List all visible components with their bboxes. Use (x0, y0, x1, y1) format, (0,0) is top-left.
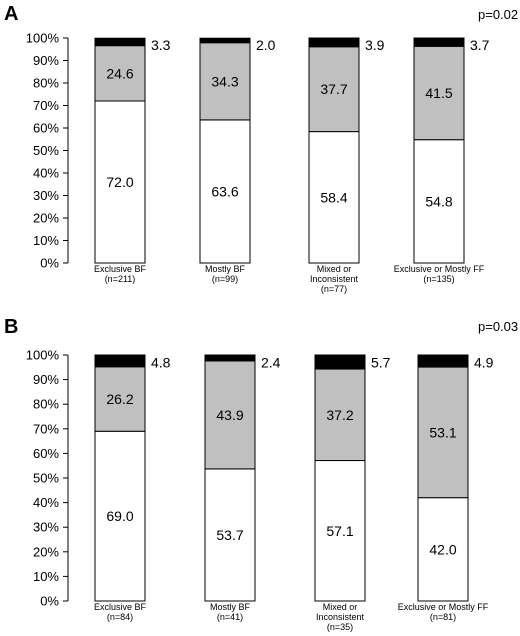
bar-segment (94, 100, 146, 264)
bar-segment (417, 497, 469, 602)
y-tick-label: 100% (26, 31, 60, 46)
data-label: 63.6 (211, 183, 238, 199)
category-label: (n=77) (321, 284, 347, 294)
p-value: p=0.02 (478, 7, 518, 22)
data-label-top: 2.4 (261, 354, 281, 370)
y-tick-label: 50% (33, 471, 59, 486)
category-label: (n=35) (327, 622, 353, 632)
y-tick-label: 90% (33, 372, 59, 387)
bar-segment (94, 366, 146, 432)
category-label: Mixed or (317, 264, 352, 274)
y-tick-label: 60% (33, 446, 59, 461)
data-label: 34.3 (211, 73, 238, 89)
data-label-top: 2.0 (256, 37, 276, 53)
category-label: Exclusive BF (94, 264, 147, 274)
data-label: 69.0 (106, 508, 133, 524)
bar-segment (204, 360, 256, 470)
bar-segment (94, 37, 146, 47)
data-label: 58.4 (320, 189, 347, 205)
category-label: Exclusive BF (94, 602, 147, 612)
data-label: 43.9 (216, 407, 243, 423)
data-label-top: 4.8 (151, 354, 171, 370)
panel-label: B (4, 316, 18, 338)
y-tick-label: 50% (33, 143, 59, 158)
category-label: (n=135) (423, 274, 454, 284)
data-label: 37.2 (326, 407, 353, 423)
category-label: Mixed or (323, 602, 358, 612)
data-label-top: 3.3 (151, 37, 171, 53)
y-tick-label: 10% (33, 233, 59, 248)
y-tick-label: 80% (33, 76, 59, 91)
bar-segment (314, 460, 366, 602)
category-label: Exclusive or Mostly FF (394, 264, 485, 274)
category-label: (n=99) (212, 274, 238, 284)
bar-segment (94, 430, 146, 602)
data-label: 26.2 (106, 391, 133, 407)
y-tick-label: 20% (33, 211, 59, 226)
data-label: 53.7 (216, 527, 243, 543)
category-label: Mostly BF (210, 602, 251, 612)
data-label: 57.1 (326, 523, 353, 539)
y-tick-label: 0% (40, 594, 59, 609)
bar-segment (308, 131, 360, 264)
y-tick-label: 80% (33, 397, 59, 412)
data-label: 37.7 (320, 81, 347, 97)
category-label: (n=84) (107, 612, 133, 622)
y-tick-label: 30% (33, 188, 59, 203)
y-tick-label: 20% (33, 544, 59, 559)
y-tick-label: 10% (33, 569, 59, 584)
y-tick-label: 70% (33, 421, 59, 436)
data-label: 24.6 (106, 65, 133, 81)
data-label-top: 3.7 (470, 37, 490, 53)
y-tick-label: 0% (40, 256, 59, 271)
data-label: 41.5 (425, 85, 452, 101)
bar-segment (94, 354, 146, 368)
y-tick-label: 60% (33, 121, 59, 136)
panel-label: A (4, 3, 18, 25)
category-label: Inconsistent (316, 612, 365, 622)
data-label: 72.0 (106, 174, 133, 190)
bar-segment (413, 45, 465, 141)
p-value: p=0.03 (478, 319, 518, 334)
data-label: 53.1 (429, 424, 456, 440)
category-label: (n=211) (105, 274, 136, 284)
bar-segment (413, 37, 465, 47)
category-label: (n=81) (430, 612, 456, 622)
y-tick-label: 30% (33, 520, 59, 535)
category-label: Inconsistent (310, 274, 359, 284)
y-tick-label: 90% (33, 53, 59, 68)
data-label-top: 5.7 (371, 354, 391, 370)
bar-segment (199, 37, 251, 44)
bar-segment (417, 354, 469, 368)
data-label-top: 3.9 (365, 37, 385, 53)
bar-segment (417, 366, 469, 499)
y-tick-label: 40% (33, 166, 59, 181)
bar-segment (308, 46, 360, 133)
bar-segment (308, 37, 360, 48)
category-label: Mostly BF (205, 264, 246, 274)
category-label: (n=41) (217, 612, 243, 622)
y-tick-label: 40% (33, 495, 59, 510)
data-label-top: 4.9 (474, 354, 494, 370)
bar-segment (314, 354, 366, 370)
bar-segment (204, 354, 256, 362)
bar-segment (413, 139, 465, 264)
y-tick-label: 100% (26, 348, 60, 363)
data-label: 54.8 (425, 193, 452, 209)
data-label: 42.0 (429, 541, 456, 557)
y-tick-label: 70% (33, 98, 59, 113)
category-label: Exclusive or Mostly FF (398, 602, 489, 612)
